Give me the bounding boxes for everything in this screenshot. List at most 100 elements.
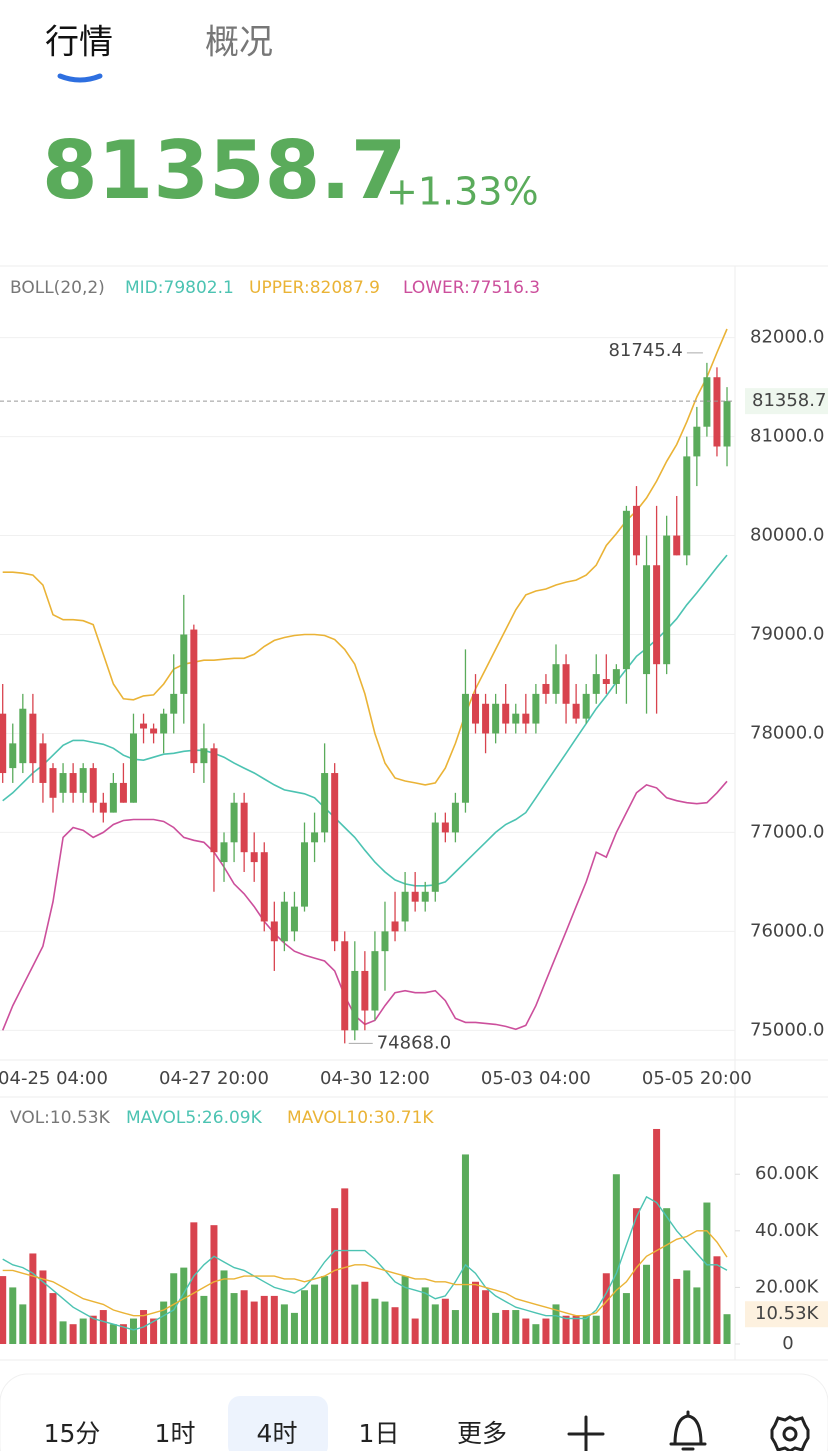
candle-body	[663, 535, 671, 665]
y-tick-label: 75000.0	[750, 1019, 824, 1040]
volume-bar	[129, 1318, 137, 1344]
volume-bar	[260, 1295, 268, 1344]
volume-bar	[361, 1281, 369, 1344]
settings-icon[interactable]	[782, 1426, 798, 1442]
volume-bar	[190, 1222, 198, 1344]
candle-body	[129, 733, 137, 803]
volume-bar	[119, 1324, 127, 1344]
interval-button[interactable]: 15分	[44, 1419, 101, 1448]
candle-body	[673, 535, 681, 556]
price: 81358.7	[42, 124, 406, 217]
volume-bar	[391, 1307, 399, 1344]
candle-body	[472, 693, 480, 724]
candle-body	[532, 693, 540, 724]
candle-body	[612, 669, 620, 684]
candle-body	[351, 970, 359, 1031]
y-tick-label: 20.00K	[755, 1276, 820, 1297]
volume-bar	[663, 1208, 671, 1344]
change: +1.33%	[386, 170, 539, 214]
legend-label: BOLL(20,2)	[10, 278, 105, 298]
candle-body	[210, 748, 218, 853]
volume-bar	[451, 1310, 459, 1344]
legend-label: LOWER:77516.3	[403, 278, 540, 298]
candle-body	[301, 842, 308, 907]
volume-bar	[301, 1290, 308, 1344]
add-icon[interactable]	[567, 1415, 605, 1451]
bollinger-line	[2, 554, 728, 887]
volume-bar	[441, 1298, 449, 1344]
y-tick-label: 76000.0	[750, 920, 824, 941]
candle-body	[89, 768, 97, 803]
volume-bar	[411, 1318, 419, 1344]
alert-icon[interactable]	[669, 1410, 707, 1451]
bollinger-line	[2, 328, 728, 786]
interval-button[interactable]: 更多	[457, 1419, 507, 1448]
volume-bar	[673, 1278, 681, 1344]
candle-body	[170, 693, 178, 714]
candle-body	[391, 921, 399, 932]
candle-body	[331, 773, 339, 942]
candle-body	[260, 852, 268, 922]
tab-active[interactable]: 行情	[45, 23, 113, 63]
y-tick-label: 81000.0	[750, 426, 824, 447]
candle-body	[0, 713, 7, 774]
candle-body	[69, 773, 77, 793]
candle-body	[693, 426, 701, 457]
interval-button[interactable]: 4时	[257, 1419, 298, 1448]
volume-bar	[270, 1295, 278, 1344]
candle-body	[653, 565, 661, 665]
volume-bar	[290, 1312, 298, 1344]
candle-body	[321, 773, 329, 833]
y-tick-label: 40.00K	[755, 1220, 820, 1241]
candle-body	[703, 377, 711, 427]
candle-body	[512, 713, 520, 724]
volume-bar	[461, 1154, 469, 1344]
candle-body	[311, 832, 319, 843]
candle-body	[190, 629, 198, 764]
volume-bar	[19, 1304, 27, 1344]
candle-body	[79, 768, 87, 793]
last-volume-bg	[745, 1301, 828, 1328]
volume-bar	[371, 1298, 379, 1344]
y-tick-label: 77000.0	[750, 821, 824, 842]
volume-bar	[341, 1188, 349, 1344]
volume-bar	[39, 1270, 47, 1344]
volume-bar	[653, 1128, 661, 1344]
volume-bar	[9, 1287, 17, 1344]
legend-label: UPPER:82087.9	[249, 278, 380, 298]
y-tick-label: 79000.0	[750, 624, 824, 645]
legend-label: MID:79802.1	[125, 278, 234, 298]
legend-label: VOL:10.53K	[10, 1108, 111, 1128]
candle-body	[632, 505, 640, 556]
candle-body	[552, 664, 560, 694]
candle-body	[461, 693, 469, 803]
candle-body	[451, 802, 459, 833]
volume-bar	[29, 1253, 37, 1344]
volume-bar	[210, 1225, 218, 1344]
volume-bar	[240, 1290, 248, 1344]
candle-body	[150, 728, 158, 734]
interval-button[interactable]: 1日	[359, 1419, 400, 1448]
legend-label: MAVOL5:26.09K	[126, 1108, 263, 1128]
candle-body	[421, 891, 429, 902]
volume-bar	[572, 1315, 580, 1344]
candle-body	[341, 941, 349, 1031]
tab[interactable]: 概况	[205, 23, 273, 63]
candle-body	[59, 773, 67, 793]
volume-bar	[421, 1287, 429, 1344]
candle-body	[99, 802, 107, 813]
volume-bar	[522, 1318, 530, 1344]
interval-button[interactable]: 1时	[155, 1419, 196, 1448]
last-volume-label: 10.53K	[755, 1303, 820, 1324]
volume-bar	[59, 1321, 67, 1344]
candle-body	[723, 401, 731, 447]
candle-body	[19, 708, 27, 764]
volume-bar	[69, 1324, 77, 1344]
high-marker-label: 81745.4	[608, 340, 682, 361]
volume-bar	[311, 1284, 319, 1344]
candle-body	[160, 713, 168, 734]
volume-bar	[321, 1276, 329, 1344]
settings-icon[interactable]	[770, 1415, 810, 1451]
volume-bar	[401, 1276, 409, 1344]
